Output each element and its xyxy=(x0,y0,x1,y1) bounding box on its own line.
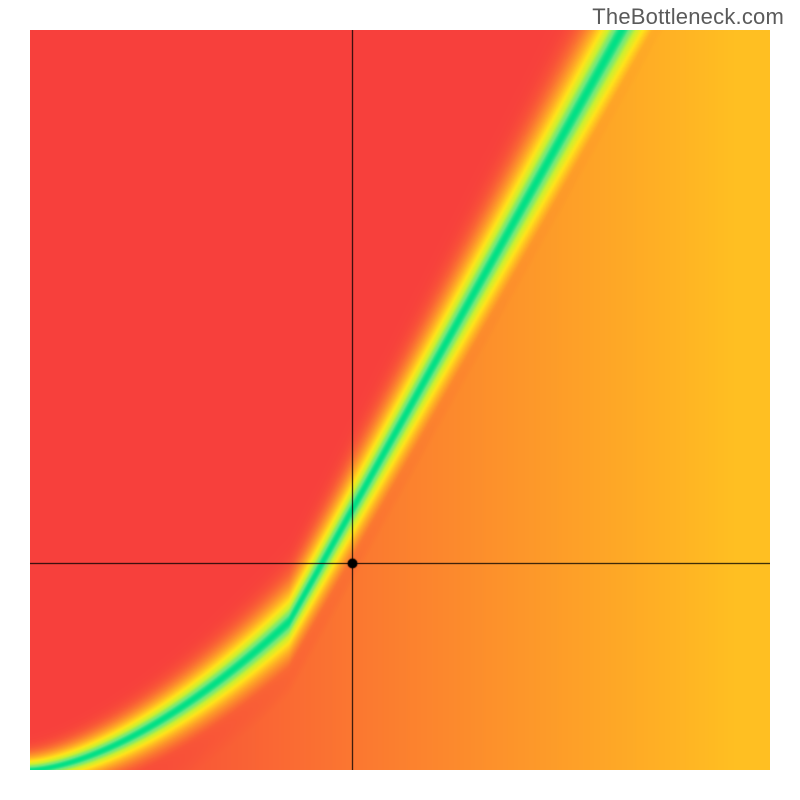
chart-container: TheBottleneck.com xyxy=(0,0,800,800)
heatmap-canvas xyxy=(30,30,770,770)
heatmap-plot xyxy=(30,30,770,770)
watermark-text: TheBottleneck.com xyxy=(592,4,784,30)
